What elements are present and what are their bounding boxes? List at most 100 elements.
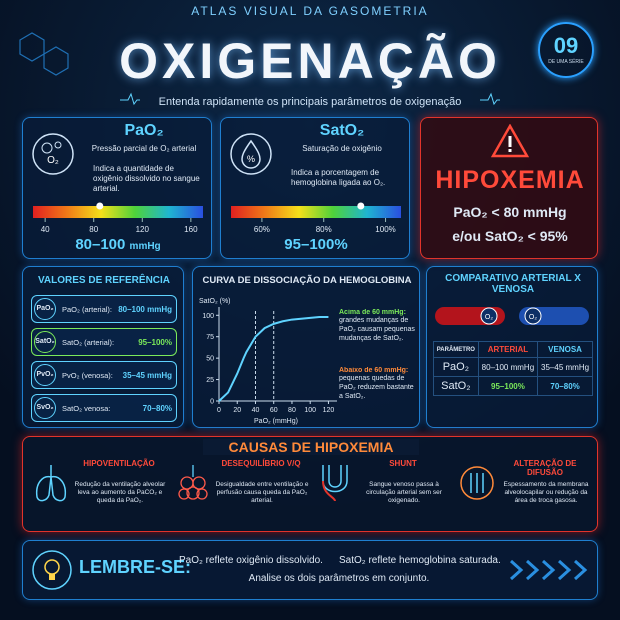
gauge: 40 80 120 160 <box>33 202 203 234</box>
cause-text: Sangue venoso passa à circulação arteria… <box>366 481 442 505</box>
gauge-bar <box>33 206 203 218</box>
cause-title: SHUNT <box>389 459 417 468</box>
card-description: Indica a quantidade de oxigênio dissolvi… <box>93 164 200 193</box>
y-axis-label: SatO₂ (%) <box>199 298 231 305</box>
cause-icon <box>457 461 497 512</box>
drop-icon: % <box>230 133 272 175</box>
x-tick-label: 100 <box>304 407 316 414</box>
param-icon: PvO₂ <box>34 364 56 386</box>
cell: 35–45 mmHg <box>537 357 593 377</box>
badge-number: 09 <box>553 33 579 58</box>
chart: SatO₂ (%) PaO₂ (mmHg) 0 25 50 75 100 0 20 40 60 80 1… <box>199 298 415 425</box>
cause: DESEQUILÍBRIO V/Q Desigualdade entre vent… <box>171 457 311 529</box>
header-cell: PARÂMETRO <box>433 341 479 358</box>
icon <box>460 466 494 500</box>
card-description: Indica a porcentagem de hemoglobina liga… <box>291 168 386 187</box>
x-tick-label: 80 <box>288 407 296 414</box>
cause-text: Espessamento da membrana alveolocapilar … <box>503 481 589 505</box>
reference-row: SatO₂ SatO₂ (arterial): 95–100% <box>31 328 177 356</box>
o2-icon: O₂ <box>32 133 74 175</box>
note-text: grandes mudanças de PaO₂ causam pequenas… <box>339 317 415 343</box>
card-title: PaO₂ <box>124 122 164 139</box>
footer: LEMBRE-SE: PaO₂ reflete oxigênio dissolv… <box>22 540 598 600</box>
section-title: COMPARATIVO ARTERIAL X VENOSA <box>445 273 581 295</box>
param-icon: SvO₂ <box>34 397 56 419</box>
series-label: ATLAS VISUAL DA GASOMETRIA <box>191 4 429 18</box>
card-title: SatO₂ <box>319 122 365 139</box>
param-value: 95–100% <box>138 338 172 347</box>
note: Abaixo de 60 mmHg:pequenas quedas de PaO… <box>339 367 414 400</box>
card-subtitle: Pressão parcial de O₂ arterial <box>91 144 197 153</box>
param-label: SatO₂ venosa: <box>62 404 111 413</box>
hypoxemia-card: HIPOXEMIA PaO₂ < 80 mmHg e/ou SatO₂ < 95… <box>420 117 598 259</box>
reference-row: SvO₂ SatO₂ venosa: 70–80% <box>31 394 177 422</box>
card-subtitle: Saturação de oxigênio <box>302 144 382 153</box>
note-heading: Abaixo de 60 mmHg: <box>339 367 409 374</box>
icon <box>322 465 348 502</box>
y-tick-label: 100 <box>202 313 214 320</box>
comparison-table: PARÂMETRO ARTERIAL VENOSA PaO₂ 80–100 mmHg 3… <box>433 341 593 396</box>
tick-label: 60% <box>254 225 270 234</box>
tick-label: 120 <box>136 225 150 234</box>
comparison-card: COMPARATIVO ARTERIAL X VENOSA O₂ O₂ PARÂ… <box>426 266 598 428</box>
cause: SHUNT Sangue venoso passa à circulação ar… <box>313 457 453 529</box>
footer-point: PaO₂ reflete oxigênio dissolvido. <box>179 555 323 566</box>
cause-title: ALTERAÇÃO DE DIFUSÃO <box>513 459 577 477</box>
x-tick-label: 60 <box>270 407 278 414</box>
footer-point: SatO₂ reflete hemoglobina saturada. <box>339 555 501 566</box>
warning-icon <box>491 124 529 158</box>
param-icon: SatO₂ <box>34 331 56 353</box>
param-label: PaO₂ (arterial): <box>62 305 113 314</box>
y-tick-label: 25 <box>206 377 214 384</box>
note-heading: Acima de 60 mmHg: <box>339 309 406 316</box>
y-tick-label: 0 <box>210 399 214 406</box>
cause-icon <box>315 461 355 512</box>
badge: 09 DE UMA SÉRIE <box>538 22 594 78</box>
reference-row: PaO₂ PaO₂ (arterial): 80–100 mmHg <box>31 295 177 323</box>
tick-label: 100% <box>375 225 395 234</box>
badge-text: DE UMA SÉRIE <box>548 59 584 65</box>
cause-icon <box>31 461 71 512</box>
normal-range: 80–100 mmHg <box>23 236 213 253</box>
cell: PaO₂ <box>433 357 479 377</box>
x-tick-label: 40 <box>252 407 260 414</box>
pao2-card: O₂ PaO₂ Pressão parcial de O₂ arterial I… <box>22 117 212 259</box>
cause: ALTERAÇÃO DE DIFUSÃO Espessamento da memb… <box>455 457 595 529</box>
cell: 70–80% <box>537 376 593 396</box>
curve-line <box>218 316 329 402</box>
marker <box>357 202 365 210</box>
vessel-label: O₂ <box>529 314 537 321</box>
vessel-label: O₂ <box>485 314 493 321</box>
svg-text:%: % <box>247 154 255 164</box>
cause-icon <box>173 461 213 512</box>
tick-label: 80 <box>89 225 98 234</box>
cause-text: Desigualdade entre ventilação e perfusão… <box>215 481 309 505</box>
icon <box>178 465 208 500</box>
y-tick-label: 50 <box>206 356 214 363</box>
x-axis-label: PaO₂ (mmHg) <box>254 418 298 425</box>
gauge: 60% 80% 100% <box>231 202 401 234</box>
x-tick-label: 0 <box>217 407 221 414</box>
pulse-line <box>120 92 500 106</box>
molecule <box>19 32 69 76</box>
tick-label: 40 <box>41 225 50 234</box>
range: 80–100 <box>75 236 126 253</box>
marker <box>96 202 104 210</box>
svg-text:O₂: O₂ <box>47 155 59 166</box>
gauge-bar <box>231 206 401 218</box>
hypoxemia-title: HIPOXEMIA <box>435 166 585 194</box>
cell: 80–100 mmHg <box>477 357 539 377</box>
criterion: PaO₂ < 80 mmHg <box>453 204 567 220</box>
chevrons <box>509 559 588 581</box>
main-title: OXIGENAÇÃO <box>119 33 501 89</box>
reference-row: PvO₂ PvO₂ (venosa): 35–45 mmHg <box>31 361 177 389</box>
subtitle: Entenda rapidamente os principais parâme… <box>158 96 462 108</box>
curve-card: CURVA DE DISSOCIAÇÃO DA HEMOGLOBINA SatO… <box>192 266 420 428</box>
bulb-icon <box>32 550 72 590</box>
y-tick-label: 75 <box>206 334 214 341</box>
param-value: 80–100 mmHg <box>118 305 172 314</box>
x-tick-label: 20 <box>233 407 241 414</box>
cause-title: DESEQUILÍBRIO V/Q <box>221 459 301 468</box>
section-title: CAUSAS DE HIPOXEMIA <box>203 439 419 455</box>
